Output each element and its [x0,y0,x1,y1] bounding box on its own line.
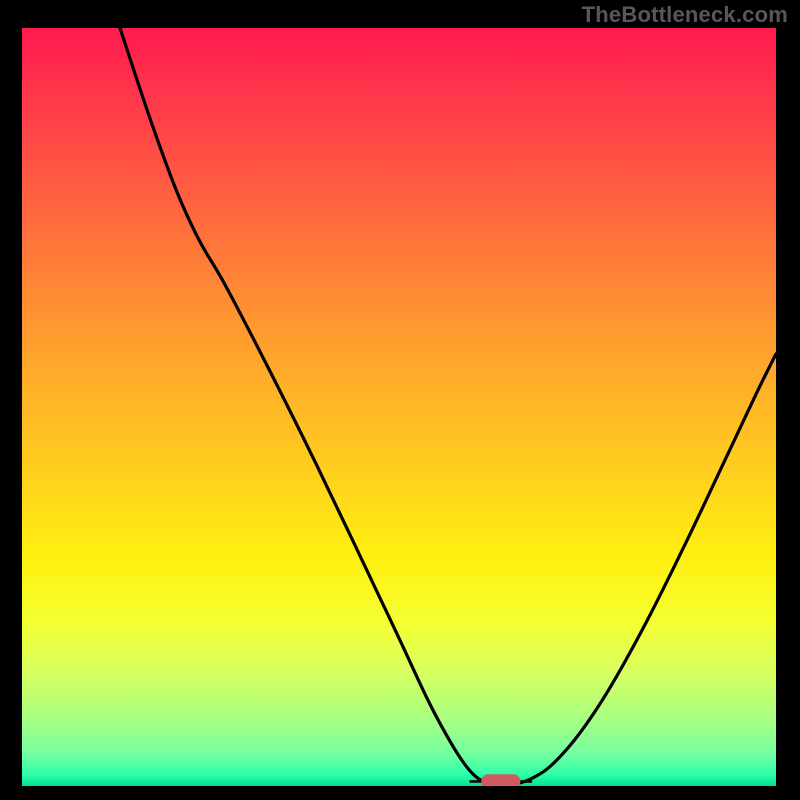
plot-area [22,28,776,786]
gradient-background [22,28,776,786]
chart-container: { "attribution": { "text": "TheBottlenec… [0,0,800,800]
attribution-watermark: TheBottleneck.com [582,2,788,28]
bottleneck-chart [22,28,776,786]
optimal-point-marker [481,774,520,786]
